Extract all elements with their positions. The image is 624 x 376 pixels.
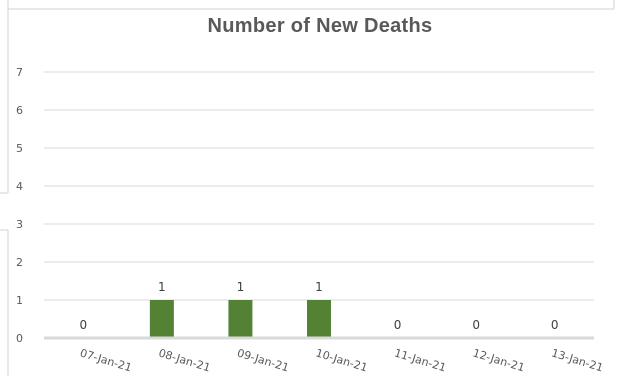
data-label: 1 [237,280,245,294]
data-label: 1 [158,280,166,294]
data-label: 0 [394,318,402,332]
bar [228,300,253,338]
y-tick-label: 4 [16,180,23,193]
gridlines [44,71,594,301]
x-tick-label: 09-Jan-21 [236,346,291,374]
bars: 0 1 1 1 0 0 0 [79,280,559,338]
data-label: 0 [551,318,559,332]
y-tick-label: 7 [16,66,23,79]
y-tick-label: 3 [16,218,23,231]
chart-title: Number of New Deaths [207,15,433,37]
data-label: 1 [315,280,323,294]
y-tick-label: 2 [16,256,23,269]
data-label: 0 [79,318,87,332]
x-tick-label: 08-Jan-21 [157,346,212,374]
y-tick-label: 0 [16,332,23,345]
bar [149,300,174,338]
axes: 0 1 2 3 4 5 6 7 07-Jan-21 08-Jan-21 09-Jan-21 10-Ja… [16,66,605,375]
x-tick-label: 13-Jan-21 [550,346,605,374]
x-tick-label: 07-Jan-21 [78,346,133,374]
y-tick-label: 1 [16,294,23,307]
y-tick-label: 5 [16,142,23,155]
x-tick-label: 10-Jan-21 [314,346,369,374]
bar [307,300,331,338]
y-tick-label: 6 [16,104,23,117]
x-tick-label: 12-Jan-21 [471,346,526,374]
data-label: 0 [472,318,480,332]
x-tick-label: 11-Jan-21 [393,346,448,374]
